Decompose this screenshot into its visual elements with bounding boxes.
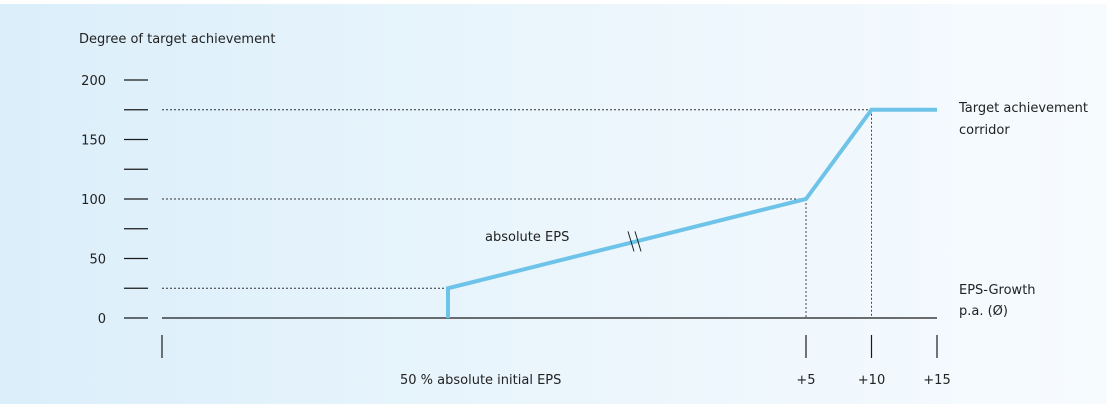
y-tick-label-100: 100 — [81, 193, 106, 208]
absolute-eps-label: absolute EPS — [485, 230, 569, 245]
y-tick-label-50: 50 — [89, 253, 106, 268]
x-category-label: 50 % absolute initial EPS — [400, 373, 561, 388]
chart-panel: Degree of target achievement 0 50 100 150 20… — [0, 4, 1107, 404]
series-layer — [448, 110, 937, 318]
corridor-label-line2: corridor — [959, 123, 1010, 138]
series-line-0 — [448, 110, 937, 318]
y-tick-label-200: 200 — [81, 74, 106, 89]
y-axis-title: Degree of target achievement — [79, 32, 275, 47]
corridor-label-line1: Target achievement — [958, 101, 1088, 116]
x-axis-label-line2: p.a. (Ø) — [959, 304, 1008, 319]
x-tick-label-10: +10 — [858, 373, 885, 388]
y-tick-label-150: 150 — [81, 134, 106, 149]
chart-svg: Degree of target achievement 0 50 100 150 20… — [0, 4, 1107, 408]
y-tick-label-0: 0 — [98, 312, 106, 327]
x-axis-label-line1: EPS-Growth — [959, 283, 1036, 298]
y-ticks: 0 50 100 150 200 — [81, 74, 148, 327]
x-tick-label-15: +15 — [923, 373, 950, 388]
reference-lines — [162, 110, 872, 318]
x-tick-label-5: +5 — [796, 373, 815, 388]
